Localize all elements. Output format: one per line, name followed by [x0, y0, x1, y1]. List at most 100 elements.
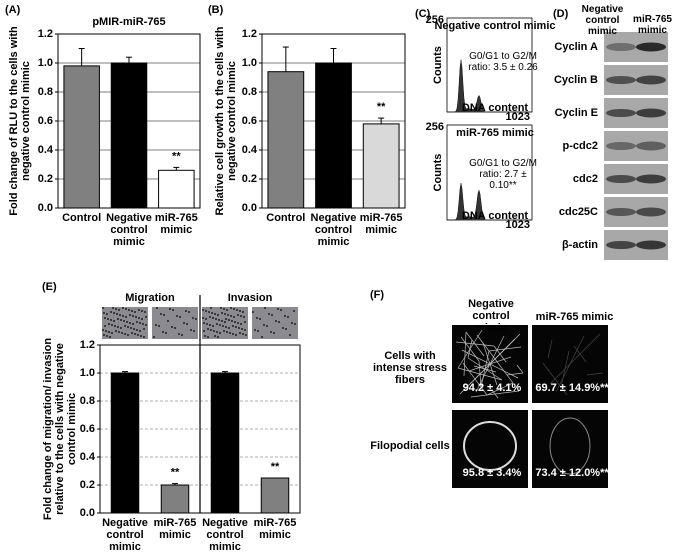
- cell-speck: [225, 326, 227, 328]
- cell-speck: [209, 316, 211, 318]
- cell-speck: [102, 329, 104, 331]
- cell-speck: [139, 330, 141, 332]
- cell-speck: [110, 319, 112, 321]
- cell-speck: [239, 310, 241, 312]
- cell-speck: [130, 327, 132, 329]
- cell-speck: [110, 311, 112, 313]
- y-max-label: 256: [426, 121, 444, 133]
- cell-speck: [128, 309, 130, 311]
- cell-speck: [233, 316, 235, 318]
- cell-speck: [223, 308, 225, 310]
- cell-speck: [113, 320, 115, 322]
- cell-speck: [239, 332, 241, 334]
- ratio-annotation: G0/G1 to G2/M ratio: 3.5 ± 0.26: [468, 51, 538, 73]
- cell-speck: [118, 309, 120, 311]
- cell-speck: [121, 332, 123, 334]
- cell-speck: [291, 322, 293, 324]
- cell-speck: [111, 324, 113, 326]
- cell-speck: [109, 336, 111, 338]
- cell-speck: [174, 327, 176, 329]
- cell-speck: [230, 307, 232, 309]
- cell-speck: [133, 328, 135, 330]
- cell-speck: [226, 331, 228, 333]
- bar: [267, 71, 305, 209]
- fiber: [486, 382, 514, 396]
- y-tick-label: 0.6: [38, 115, 53, 127]
- cell-speck: [117, 326, 119, 328]
- cell-outline: [463, 421, 517, 471]
- cell-speck: [104, 317, 106, 319]
- cell-speck: [163, 314, 165, 316]
- y-tick-label: 1.2: [242, 28, 257, 40]
- x-max-label: 1023: [506, 111, 530, 123]
- cell-speck: [234, 321, 236, 323]
- chart-title: pMIR-miR-765: [92, 16, 165, 28]
- panel-label: (A): [5, 4, 21, 16]
- cell-speck: [155, 324, 157, 326]
- cell-outline: [549, 417, 591, 475]
- y-tick-label: 1.2: [38, 28, 53, 40]
- cell-speck: [282, 327, 284, 329]
- cell-speck: [284, 315, 286, 317]
- cell-speck: [145, 324, 147, 326]
- cell-speck: [203, 322, 205, 324]
- y-tick-label: 0.2: [38, 173, 53, 185]
- y-tick-label: 1.2: [80, 339, 95, 351]
- cell-speck: [138, 317, 140, 319]
- cell-speck: [245, 334, 247, 336]
- cell-speck: [264, 307, 266, 309]
- panel-label: (B): [208, 4, 224, 16]
- y-axis-label: Counts: [432, 154, 444, 192]
- cell-speck: [217, 336, 219, 338]
- cell-speck: [144, 311, 146, 313]
- cell-speck: [238, 327, 240, 329]
- blot-band: [606, 208, 636, 216]
- cell-speck: [167, 320, 169, 322]
- cell-speck: [129, 314, 131, 316]
- row-label: Cyclin B: [554, 74, 598, 86]
- cell-speck: [136, 329, 138, 331]
- cell-speck: [142, 323, 144, 325]
- fiber: [457, 329, 483, 369]
- row-label: Filopodial cells: [370, 440, 450, 452]
- cell-speck: [158, 325, 160, 327]
- cell-speck: [103, 312, 105, 314]
- y-tick-label: 0.2: [80, 479, 95, 491]
- cell-speck: [115, 308, 117, 310]
- cell-speck: [263, 324, 265, 326]
- cell-speck: [277, 308, 279, 310]
- y-tick-label: 0.8: [242, 86, 257, 98]
- cell-speck: [140, 335, 142, 337]
- cell-speck: [235, 326, 237, 328]
- cell-speck: [188, 311, 190, 313]
- cell-speck: [228, 327, 230, 329]
- cell-speck: [115, 330, 117, 332]
- cell-speck: [179, 316, 181, 318]
- cell-speck: [230, 315, 232, 317]
- panel-label: (E): [42, 281, 57, 293]
- annotation: **: [377, 101, 386, 113]
- panel-label: (C): [415, 8, 431, 20]
- histogram: [446, 59, 532, 113]
- blot-band: [606, 109, 636, 117]
- cell-speck: [120, 327, 122, 329]
- percentage: 95.8 ± 3.4%: [463, 467, 522, 479]
- x-tick-label: miR-765 mimic: [253, 517, 297, 541]
- cell-speck: [257, 330, 259, 332]
- cell-speck: [118, 331, 120, 333]
- cell-speck: [124, 333, 126, 335]
- y-tick-label: 0.6: [80, 423, 95, 435]
- cell-speck: [106, 335, 108, 337]
- cell-speck: [226, 309, 228, 311]
- cell-speck: [131, 332, 133, 334]
- cell-speck: [112, 307, 114, 309]
- x-tick-label: Negative control mimic: [310, 212, 357, 248]
- blot-band: [636, 207, 666, 217]
- cell-speck: [127, 326, 129, 328]
- bar: [110, 62, 148, 209]
- cell-speck: [229, 332, 231, 334]
- cell-speck: [123, 320, 125, 322]
- y-tick-label: 0.8: [38, 86, 53, 98]
- group-label: Invasion: [228, 292, 273, 304]
- y-axis-label: Fold change of migration/ invasion relat…: [42, 337, 78, 521]
